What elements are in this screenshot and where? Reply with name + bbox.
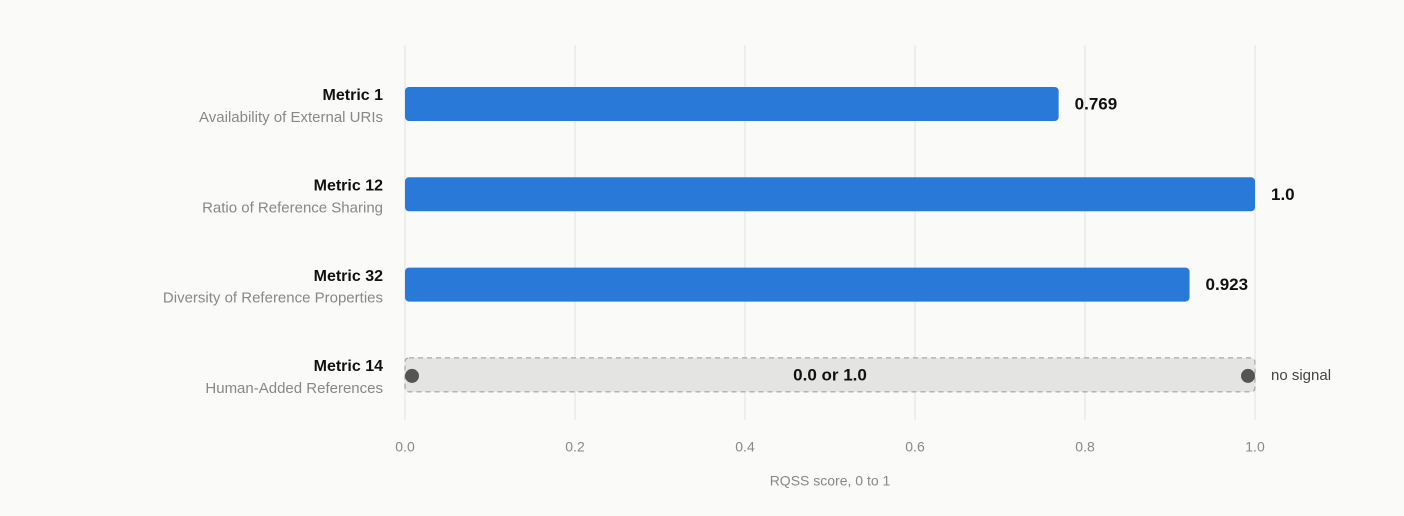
x-tick-label: 0.4 <box>735 439 755 455</box>
category-label: Metric 14 <box>314 358 383 375</box>
category-description: Diversity of Reference Properties <box>163 290 383 307</box>
range-dot <box>1241 368 1255 383</box>
category-label: Metric 32 <box>314 268 383 285</box>
range-band <box>404 357 1256 393</box>
value-label: 1.0 <box>1271 185 1295 204</box>
x-tick-label: 0.0 <box>395 439 415 455</box>
x-tick-label: 0.8 <box>1075 439 1095 455</box>
x-tick-label: 0.6 <box>905 439 925 455</box>
category-label: Metric 12 <box>314 178 383 195</box>
category-description: Availability of External URIs <box>199 109 383 126</box>
x-tick-label: 1.0 <box>1245 439 1265 455</box>
bar <box>405 87 1059 121</box>
range-label: 0.0 or 1.0 <box>793 365 867 384</box>
category-description: Human-Added References <box>205 380 383 397</box>
x-axis-label: RQSS score, 0 to 1 <box>770 473 891 489</box>
x-tick-label: 0.2 <box>565 439 585 455</box>
value-label: 0.769 <box>1075 94 1118 113</box>
range-note: no signal <box>1271 367 1331 384</box>
category-description: Ratio of Reference Sharing <box>202 199 383 216</box>
range-dot <box>405 368 419 383</box>
value-label: 0.923 <box>1206 275 1249 294</box>
bar <box>405 177 1255 212</box>
bar <box>405 267 1190 302</box>
category-label: Metric 1 <box>323 87 384 104</box>
